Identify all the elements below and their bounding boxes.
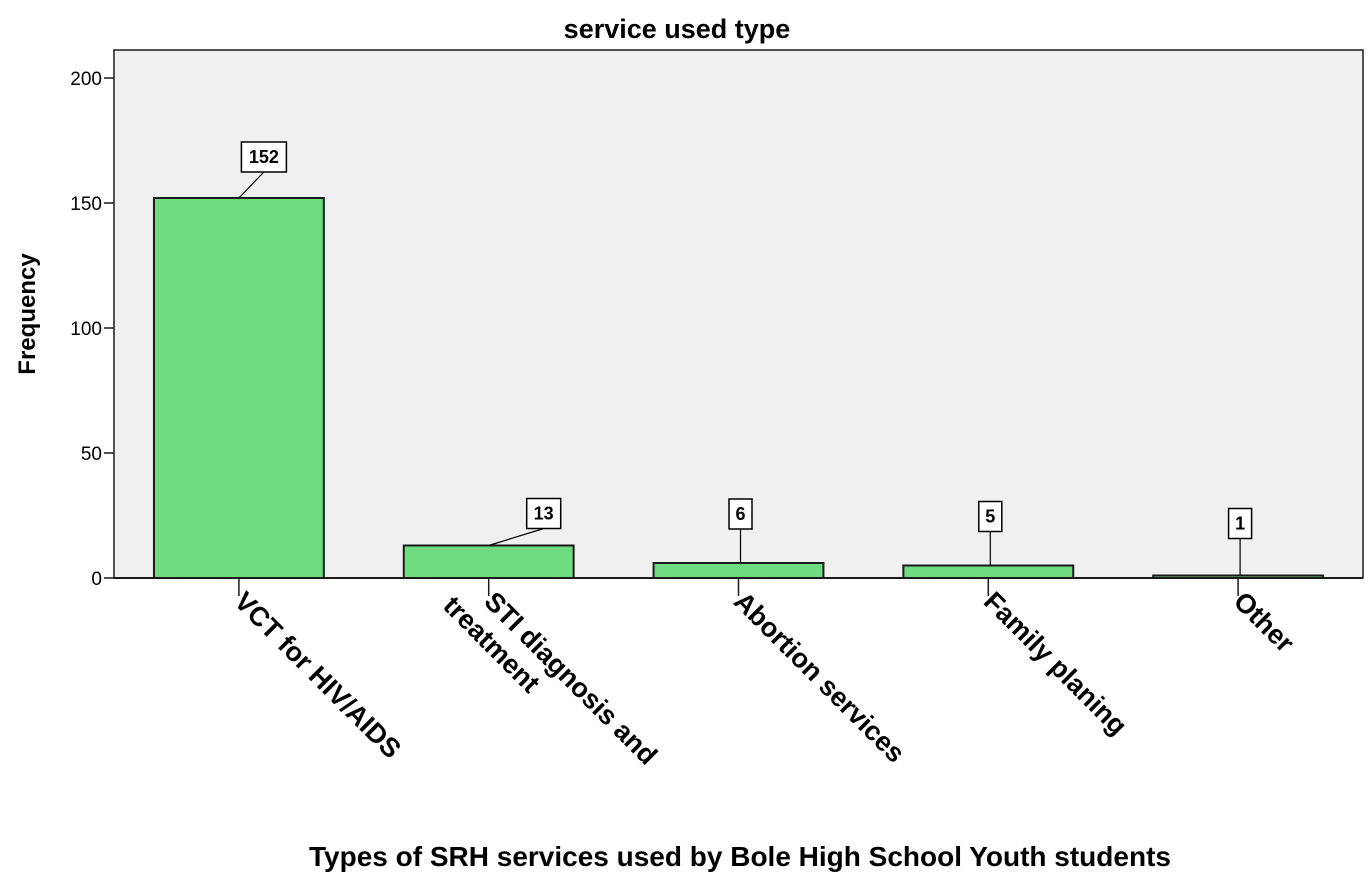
- y-tick-label: 100: [70, 319, 102, 340]
- data-label-box: [978, 500, 1003, 533]
- chart-title: service used type: [564, 14, 791, 44]
- x-axis-title: Types of SRH services used by Bole High …: [309, 841, 1171, 872]
- bar: [152, 197, 325, 579]
- data-label: 152: [249, 147, 279, 167]
- y-tick-label: 0: [91, 569, 102, 590]
- y-tick-label: 150: [70, 194, 102, 215]
- x-tick-label: Family planing: [978, 586, 1133, 741]
- x-axis: VCT for HIV/AIDS STI diagnosis andtreatme…: [229, 568, 1300, 794]
- y-tick-label: 200: [70, 69, 102, 90]
- y-axis: 0 50 100 150 200: [70, 69, 114, 590]
- bar: [402, 544, 575, 579]
- data-label: 5: [985, 507, 995, 527]
- x-tick-label: STI diagnosis andtreatment: [437, 568, 663, 794]
- y-tick-label: 50: [81, 444, 102, 465]
- data-label-box: [240, 141, 288, 173]
- data-label: 1: [1235, 514, 1245, 534]
- data-label-box: [525, 497, 562, 530]
- x-tick-label: VCT for HIV/AIDS: [229, 586, 407, 764]
- data-label-box: [728, 498, 753, 530]
- y-axis-title: Frequency: [14, 253, 41, 375]
- data-label: 13: [534, 504, 554, 524]
- x-tick-label: Abortion services: [728, 586, 910, 768]
- data-label-leader: [238, 171, 265, 199]
- bar: [902, 564, 1075, 579]
- bars-group: 152 13 6 5 1: [152, 141, 1325, 579]
- bar: [652, 562, 825, 579]
- x-tick-label: Other: [1228, 586, 1300, 658]
- data-label-box: [1227, 507, 1253, 540]
- data-label: 6: [735, 504, 745, 524]
- data-label-leader: [488, 527, 544, 547]
